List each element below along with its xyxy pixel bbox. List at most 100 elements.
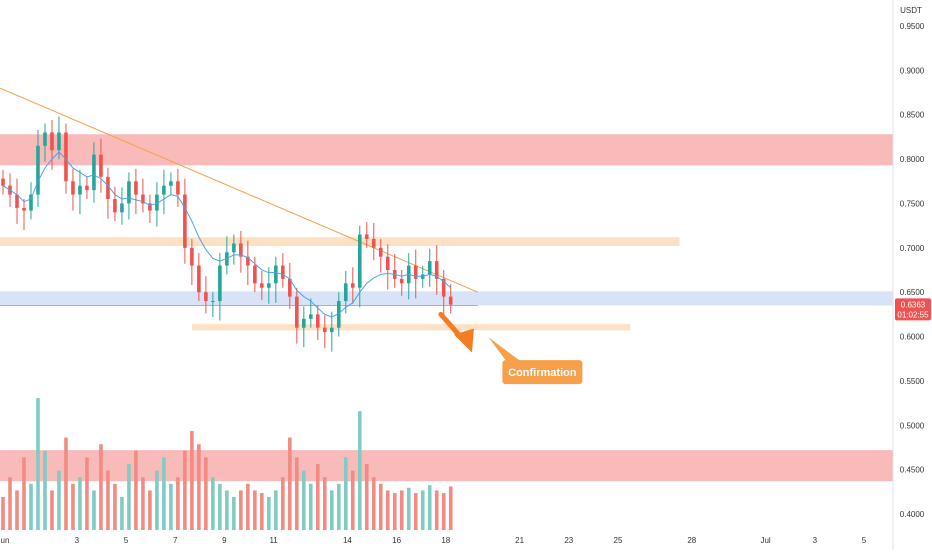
last-price-label: 0.6363 01:02:55 — [895, 298, 931, 321]
x-tick-label: 16 — [392, 536, 401, 545]
candle-body — [399, 278, 404, 284]
volume-bar — [36, 398, 40, 530]
candle-body — [329, 327, 334, 333]
volume-bar — [197, 444, 201, 530]
y-tick-label: 0.7000 — [900, 244, 925, 253]
volume-bar — [43, 450, 47, 530]
volume-bar — [155, 470, 159, 530]
candle-body — [364, 234, 369, 239]
ma-line — [2, 151, 452, 318]
volume-bar — [15, 490, 19, 530]
callout-box — [502, 360, 583, 385]
volume-bar — [399, 490, 404, 530]
x-axis-ticks[interactable]: Jun 3 5 7 9 11 14 16 18 21 23 25 28 Jul 3 5 — [0, 536, 867, 545]
candle-body — [127, 181, 131, 204]
y-tick-label: 0.8500 — [900, 111, 925, 120]
drawings-layer — [0, 87, 478, 306]
zone-resistance — [0, 134, 893, 166]
zone-volume-zone — [0, 450, 893, 482]
y-tick-label: 0.8000 — [900, 155, 925, 164]
volume-bar — [57, 470, 61, 530]
zone-resistance-minor — [0, 237, 680, 247]
volume-bar — [441, 493, 446, 530]
volume-bar — [99, 444, 103, 530]
volume-bar — [106, 470, 110, 530]
x-tick-label: 18 — [441, 536, 450, 545]
zone-support-minor — [191, 324, 631, 331]
candle-body — [274, 265, 278, 284]
volume-bar — [8, 477, 12, 530]
x-tick-label: 28 — [687, 536, 696, 545]
annotations-layer: Confirmation — [438, 311, 583, 385]
volume-bar — [134, 450, 138, 530]
volume-bar — [85, 457, 89, 530]
volume-bar — [357, 411, 362, 530]
volume-bar — [232, 497, 236, 530]
volume-bar — [113, 483, 117, 530]
volume-bar — [162, 457, 166, 530]
candle-body — [434, 261, 439, 279]
volume-bar — [1, 497, 5, 530]
candle-body — [267, 283, 271, 288]
zone-support — [0, 291, 893, 306]
volume-bar — [148, 490, 152, 530]
candle-body — [85, 185, 89, 191]
x-tick-label: 5 — [862, 536, 867, 545]
volume-layer — [1, 398, 453, 530]
volume-bar — [183, 450, 187, 530]
y-tick-label: 0.6000 — [900, 333, 925, 342]
candle-body — [260, 283, 264, 288]
x-tick-label: 5 — [124, 536, 129, 545]
volume-bar — [309, 483, 313, 530]
candle-body — [336, 301, 341, 328]
x-tick-label: 21 — [515, 536, 524, 545]
candle-body — [427, 261, 432, 275]
candle-body — [113, 199, 117, 213]
volume-bar — [127, 464, 131, 530]
y-tick-label: 0.9500 — [900, 22, 925, 31]
candles-layer — [1, 116, 453, 352]
candle-body — [253, 265, 257, 284]
y-tick-label: 0.4000 — [900, 510, 925, 519]
candle-body — [295, 296, 299, 328]
y-tick-label: 0.5500 — [900, 377, 925, 386]
candle-body — [309, 314, 313, 319]
volume-bar — [169, 483, 173, 530]
volume-bar — [141, 477, 145, 530]
candle-body — [218, 265, 222, 302]
x-tick-label: 3 — [75, 536, 80, 545]
price-scale[interactable] — [893, 0, 932, 550]
volume-bar — [385, 490, 390, 530]
candle-body — [378, 247, 383, 257]
candle-body — [36, 145, 40, 195]
candle-body — [204, 292, 208, 302]
volume-bar — [392, 493, 397, 530]
volume-bar — [288, 437, 292, 530]
y-tick-label: 0.9000 — [900, 66, 925, 75]
candle-body — [57, 132, 61, 151]
currency-label: USDT — [900, 6, 922, 15]
candle-body — [322, 327, 327, 333]
candle-body — [413, 265, 418, 279]
candle-body — [385, 256, 390, 270]
x-tick-label: 9 — [222, 536, 227, 545]
candle-body — [176, 181, 180, 195]
candle-body — [141, 194, 145, 204]
candle-body — [134, 181, 138, 195]
volume-bar — [176, 477, 180, 530]
callout-pointer — [488, 337, 521, 362]
x-tick-label: 11 — [269, 536, 278, 545]
candle-body — [148, 203, 152, 211]
candle-body — [15, 194, 19, 208]
volume-bar — [274, 490, 278, 530]
candle-body — [357, 234, 362, 288]
candle-body — [99, 154, 103, 177]
y-tick-label: 0.7500 — [900, 199, 925, 208]
candle-body — [371, 238, 376, 248]
volume-bar — [295, 457, 299, 530]
candle-body — [246, 256, 250, 266]
candle-body — [350, 283, 355, 288]
bar-countdown: 01:02:55 — [897, 310, 929, 319]
